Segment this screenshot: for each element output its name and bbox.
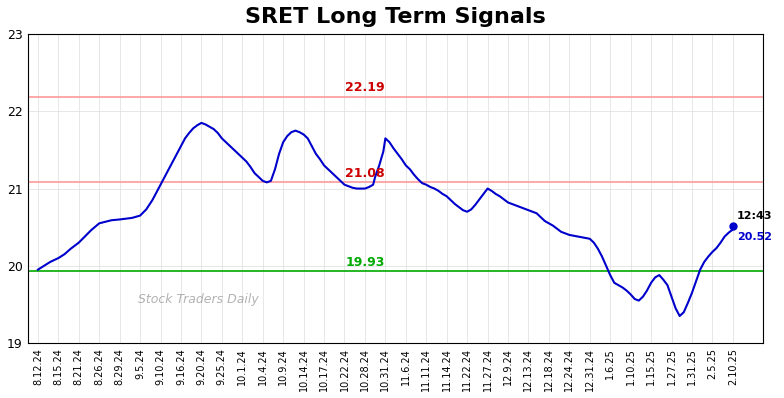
Text: 19.93: 19.93 xyxy=(345,256,385,269)
Text: Stock Traders Daily: Stock Traders Daily xyxy=(138,293,259,306)
Text: 22.19: 22.19 xyxy=(345,81,385,94)
Text: 12:43: 12:43 xyxy=(737,211,772,221)
Text: 20.52: 20.52 xyxy=(737,232,772,242)
Text: 21.08: 21.08 xyxy=(345,167,385,180)
Title: SRET Long Term Signals: SRET Long Term Signals xyxy=(245,7,546,27)
